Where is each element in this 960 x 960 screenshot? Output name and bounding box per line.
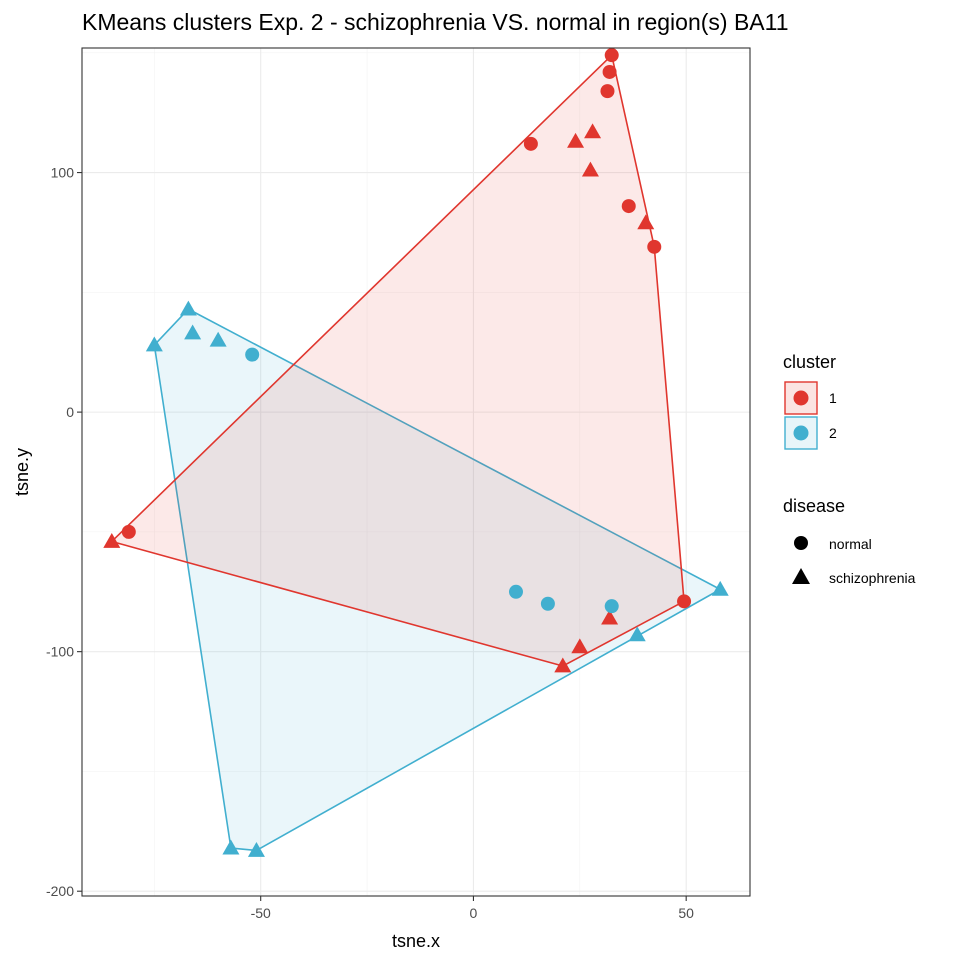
legend-disease-label-normal: normal — [829, 536, 872, 552]
chart-title: KMeans clusters Exp. 2 - schizophrenia V… — [82, 9, 789, 35]
x-axis-title: tsne.x — [392, 931, 440, 951]
x-tick-label: -50 — [251, 905, 271, 921]
legend-disease-swatch-normal — [794, 536, 808, 550]
legend-disease-item-normal: normal — [794, 536, 872, 552]
data-points — [103, 48, 729, 857]
y-tick-label: 100 — [51, 165, 75, 181]
y-axis: -200 -100 0 100 — [46, 165, 82, 899]
point-cluster1-schizophrenia — [584, 123, 602, 139]
point-cluster1-schizophrenia — [637, 214, 655, 230]
y-tick-label: -100 — [46, 644, 74, 660]
point-cluster1-normal — [647, 239, 662, 254]
point-cluster1-schizophrenia — [571, 638, 589, 654]
point-cluster1-schizophrenia — [601, 609, 619, 625]
x-tick-label: 50 — [678, 905, 694, 921]
point-cluster1-schizophrenia — [554, 657, 572, 673]
point-cluster2-normal — [245, 347, 260, 362]
point-cluster2-schizophrenia — [222, 839, 240, 855]
point-cluster2-normal — [540, 596, 555, 611]
plot-panel — [81, 47, 751, 897]
y-tick-label: -200 — [46, 883, 74, 899]
x-axis: -50 0 50 — [251, 896, 694, 921]
point-cluster1-schizophrenia — [567, 132, 585, 148]
point-cluster1-schizophrenia — [581, 161, 599, 177]
point-cluster2-schizophrenia — [628, 626, 646, 642]
legend-cluster-label-2: 2 — [829, 425, 837, 441]
point-cluster1-normal — [604, 48, 619, 63]
point-cluster2-schizophrenia — [179, 300, 197, 316]
legend-cluster-swatch-2 — [793, 425, 809, 441]
legend-cluster-swatch-1 — [793, 390, 809, 406]
point-cluster1-normal — [602, 64, 617, 79]
point-cluster1-schizophrenia — [103, 532, 121, 548]
point-cluster1-normal — [523, 136, 538, 151]
legend-cluster-label-1: 1 — [829, 390, 837, 406]
legend-cluster-item-1: 1 — [784, 381, 837, 415]
legend: cluster 1 2 disease normal schizophrenia — [783, 352, 916, 586]
y-axis-title: tsne.y — [12, 448, 32, 496]
legend-cluster-item-2: 2 — [784, 416, 837, 450]
point-cluster2-schizophrenia — [247, 841, 265, 857]
point-cluster2-schizophrenia — [711, 580, 729, 596]
cluster-hull-1 — [110, 54, 685, 667]
point-cluster2-schizophrenia — [184, 324, 202, 340]
cluster-hulls — [110, 54, 722, 852]
legend-disease-item-schizophrenia: schizophrenia — [792, 568, 916, 586]
point-cluster1-normal — [677, 594, 692, 609]
point-cluster2-schizophrenia — [209, 331, 227, 347]
point-cluster1-normal — [621, 199, 636, 214]
cluster-hull-2 — [153, 308, 722, 852]
point-cluster2-normal — [604, 599, 619, 614]
x-tick-label: 0 — [470, 905, 478, 921]
legend-cluster-title: cluster — [783, 352, 836, 372]
point-cluster2-schizophrenia — [145, 336, 163, 352]
legend-disease-swatch-schizophrenia — [792, 568, 810, 584]
point-cluster1-normal — [600, 84, 615, 99]
plot-background — [82, 48, 750, 896]
legend-disease-label-schizophrenia: schizophrenia — [829, 570, 916, 586]
y-tick-label: 0 — [66, 404, 74, 420]
plot-border — [81, 47, 751, 897]
point-cluster2-normal — [508, 584, 523, 599]
legend-disease-title: disease — [783, 496, 845, 516]
point-cluster1-normal — [121, 524, 136, 539]
